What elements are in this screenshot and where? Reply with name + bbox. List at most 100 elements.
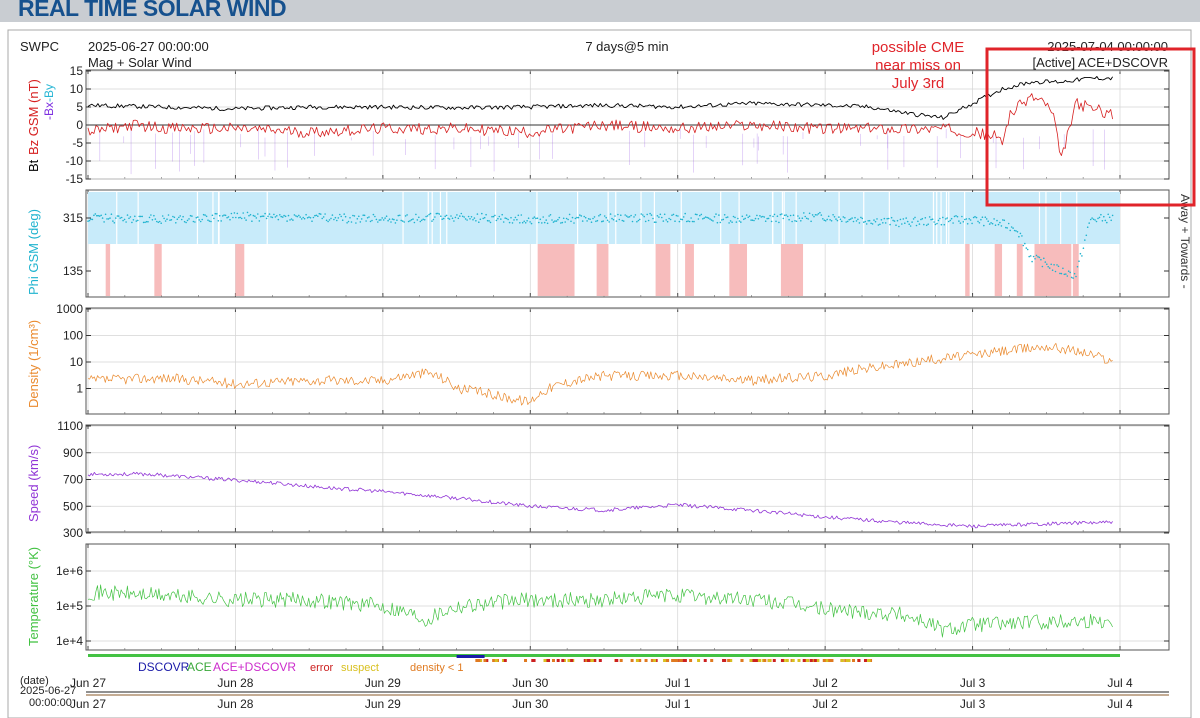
- phi-point: [958, 220, 960, 222]
- phi-point: [1022, 244, 1025, 247]
- phi-point: [731, 221, 733, 223]
- phi-point: [810, 220, 812, 223]
- phi-point: [688, 220, 691, 223]
- phi-point: [126, 214, 129, 216]
- x-tick-label-top: Jul 2: [812, 676, 838, 690]
- phi-point: [454, 216, 457, 219]
- status-flag: [477, 659, 481, 662]
- phi-point: [718, 214, 720, 216]
- temperature-panel-frame: [85, 543, 1170, 651]
- status-flag: [791, 659, 795, 662]
- phi-point: [770, 220, 773, 223]
- phi-point: [498, 215, 501, 218]
- phi-point: [905, 217, 907, 219]
- phi-point: [662, 220, 665, 222]
- temperature-panel: 1e+6 1e+5 1e+4 Temperature (°K): [26, 543, 1170, 651]
- phi-point: [327, 220, 329, 223]
- phi-point: [822, 218, 824, 220]
- phi-point: [586, 220, 588, 222]
- phi-point: [785, 214, 787, 216]
- phi-point: [658, 216, 660, 218]
- phi-point: [289, 219, 291, 221]
- status-flag: [598, 659, 602, 662]
- status-flag: [754, 659, 758, 662]
- phi-point: [448, 218, 451, 220]
- phi-point: [176, 218, 179, 220]
- phi-point: [887, 217, 890, 220]
- phi-point: [876, 218, 878, 220]
- phi-point: [940, 223, 943, 226]
- phi-point: [144, 221, 146, 224]
- phi-point: [426, 215, 429, 217]
- phi-point: [536, 217, 539, 219]
- phi-point: [996, 219, 998, 222]
- status-flag: [494, 659, 498, 662]
- phi-point: [1107, 213, 1109, 216]
- phi-point: [709, 218, 711, 220]
- phi-point: [723, 214, 726, 216]
- phi-point: [501, 213, 504, 216]
- phi-point: [823, 219, 826, 221]
- phi-point: [896, 219, 899, 222]
- speed-panel-frame: [85, 424, 1170, 533]
- density-line: [87, 342, 1113, 406]
- phi-point: [328, 219, 331, 221]
- phi-point: [273, 213, 275, 216]
- phi-point: [145, 220, 148, 223]
- phi-point: [674, 220, 676, 222]
- phi-point: [1062, 267, 1064, 270]
- phi-point: [1007, 222, 1010, 225]
- phi-point: [666, 220, 669, 223]
- phi-point: [826, 218, 828, 221]
- phi-point: [166, 218, 168, 220]
- phi-point: [665, 219, 667, 221]
- status-flag: [867, 659, 871, 662]
- phi-point: [330, 217, 332, 220]
- status-flag: [475, 659, 479, 662]
- phi-point: [766, 217, 768, 220]
- x-tick-label-bottom: Jul 2: [812, 697, 838, 711]
- phi-point: [678, 220, 681, 223]
- phi-point: [539, 218, 542, 221]
- phi-point: [279, 214, 281, 216]
- phi-point: [382, 219, 385, 221]
- phi-point: [464, 218, 467, 220]
- phi-point: [520, 214, 523, 216]
- phi-point: [1032, 255, 1035, 258]
- phi-point: [726, 216, 729, 218]
- phi-point: [321, 217, 324, 220]
- phi-point: [340, 215, 343, 218]
- phi-point: [767, 217, 770, 220]
- phi-point: [972, 216, 975, 219]
- phi-point: [281, 216, 284, 218]
- phi-point: [841, 220, 843, 223]
- phi-point: [1010, 226, 1013, 228]
- phi-point: [419, 220, 422, 223]
- phi-point: [475, 220, 477, 222]
- phi-point: [682, 216, 685, 218]
- phi-point: [807, 218, 809, 220]
- phi-point: [953, 215, 956, 218]
- phi-point: [110, 213, 113, 215]
- phi-point: [984, 216, 987, 218]
- x-tick-label-top: Jul 3: [960, 676, 986, 690]
- phi-point: [672, 213, 675, 216]
- phi-point: [792, 214, 795, 216]
- phi-side-label: Away + Towards -: [1178, 194, 1192, 289]
- phi-point: [470, 216, 473, 218]
- phi-point: [238, 217, 240, 219]
- phi-point: [743, 218, 745, 221]
- phi-point: [1021, 235, 1023, 237]
- phi-point: [459, 215, 461, 217]
- legend-suspect: suspect: [341, 662, 379, 674]
- phi-point: [909, 225, 912, 227]
- phi-point: [88, 219, 91, 222]
- phi-point: [988, 223, 991, 225]
- phi-point: [779, 213, 782, 216]
- phi-point: [224, 214, 227, 217]
- phi-point: [1106, 221, 1108, 224]
- phi-point: [384, 217, 386, 219]
- phi-point: [618, 218, 621, 221]
- phi-point: [129, 216, 132, 218]
- phi-point: [565, 217, 568, 220]
